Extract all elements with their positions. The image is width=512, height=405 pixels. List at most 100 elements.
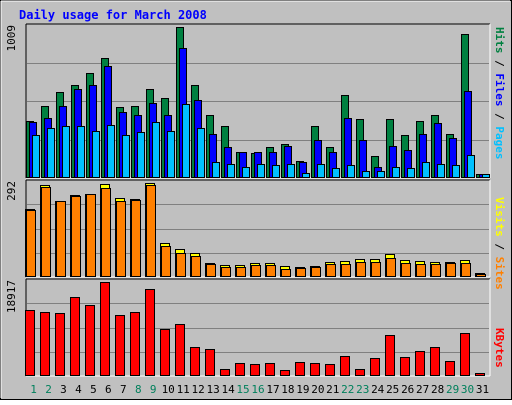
x-tick-label: 14 [221, 383, 235, 396]
bar-kbytes-day-28 [430, 347, 440, 376]
bar-pages-day-30 [467, 155, 475, 178]
bar-kbytes-day-29 [445, 361, 455, 376]
legend-item-kbytes: KBytes [493, 328, 506, 368]
bar-kbytes-day-11 [175, 324, 185, 376]
bar-pages-day-23 [362, 171, 370, 178]
x-tick-label: 27 [416, 383, 429, 396]
bar-pages-day-5 [92, 131, 100, 178]
bar-sites-day-29 [446, 263, 456, 277]
legend: Visits / Sites [493, 197, 506, 290]
x-tick-label: 26 [401, 383, 414, 396]
x-tick-label: 31 [476, 383, 489, 396]
x-tick-label: 17 [266, 383, 279, 396]
x-tick-label: 9 [150, 383, 157, 396]
bar-sites-day-3 [56, 201, 66, 277]
x-tick-label: 10 [162, 383, 175, 396]
bar-kbytes-day-30 [460, 333, 470, 376]
bar-kbytes-day-22 [340, 356, 350, 376]
bar-sites-day-26 [401, 263, 411, 277]
bar-pages-day-18 [287, 164, 295, 178]
bar-pages-day-22 [347, 165, 355, 178]
bar-pages-day-12 [197, 128, 205, 178]
x-tick-label: 11 [177, 383, 190, 396]
bar-pages-day-25 [392, 167, 400, 178]
x-tick-label: 13 [206, 383, 219, 396]
bar-kbytes-day-6 [100, 282, 110, 376]
bar-pages-day-21 [332, 168, 340, 178]
panel-visits-sites: 292 [5, 179, 491, 278]
bar-kbytes-day-3 [55, 313, 65, 376]
x-tick-label: 15 [236, 383, 249, 396]
y-max-label: 18917 [5, 280, 18, 313]
bar-kbytes-day-26 [400, 357, 410, 376]
bar-kbytes-day-23 [355, 369, 365, 376]
bar-pages-day-29 [452, 165, 460, 178]
bar-sites-day-6 [101, 188, 111, 277]
chart-title: Daily usage for March 2008 [19, 8, 207, 22]
bar-sites-day-21 [326, 264, 336, 277]
bar-pages-day-20 [317, 164, 325, 178]
bar-pages-day-13 [212, 162, 220, 178]
y-max-label: 292 [5, 181, 18, 201]
x-tick-label: 7 [120, 383, 127, 396]
bar-kbytes-day-17 [265, 363, 275, 376]
bar-pages-day-14 [227, 164, 235, 178]
bar-kbytes-day-18 [280, 370, 290, 376]
bar-kbytes-day-9 [145, 289, 155, 376]
bar-sites-day-16 [251, 265, 261, 277]
x-tick-label: 3 [60, 383, 67, 396]
bar-sites-day-8 [131, 200, 141, 277]
x-tick-label: 5 [90, 383, 97, 396]
legends: Hits / Files / Pages Visits / Sites KBytes [493, 27, 506, 368]
bar-pages-day-2 [47, 128, 55, 178]
bar-sites-day-11 [176, 253, 186, 277]
bar-kbytes-day-7 [115, 315, 125, 376]
bar-pages-day-3 [62, 126, 70, 178]
x-tick-label: 23 [356, 383, 369, 396]
bar-pages-day-11 [182, 104, 190, 178]
x-tick-label: 21 [326, 383, 339, 396]
bar-kbytes-day-16 [250, 364, 260, 376]
bar-sites-day-5 [86, 194, 96, 277]
x-tick-label: 30 [461, 383, 474, 396]
bar-sites-day-10 [161, 246, 171, 277]
bar-sites-day-4 [71, 196, 81, 277]
bar-sites-day-31 [476, 274, 486, 277]
bar-sites-day-1 [26, 210, 36, 277]
x-tick-label: 22 [341, 383, 354, 396]
bar-kbytes-day-1 [25, 310, 35, 376]
bar-kbytes-day-24 [370, 358, 380, 376]
bar-kbytes-day-8 [130, 312, 140, 376]
bar-kbytes-day-14 [220, 369, 230, 376]
bar-sites-day-28 [431, 264, 441, 277]
bar-sites-day-19 [296, 268, 306, 277]
x-tick-label: 4 [75, 383, 82, 396]
bar-pages-day-19 [302, 173, 310, 178]
bar-pages-day-6 [107, 125, 115, 178]
bar-kbytes-day-21 [325, 364, 335, 376]
bar-kbytes-day-15 [235, 363, 245, 376]
bar-pages-day-26 [407, 168, 415, 178]
bar-sites-day-23 [356, 262, 366, 277]
bar-sites-day-22 [341, 264, 351, 277]
bar-pages-day-31 [482, 174, 490, 178]
bar-kbytes-day-10 [160, 329, 170, 376]
legend-item-visits: Visits [493, 197, 506, 237]
bar-pages-day-27 [422, 162, 430, 178]
bar-sites-day-13 [206, 264, 216, 277]
legend-item-hits: Hits [493, 27, 506, 54]
x-tick-label: 25 [386, 383, 399, 396]
x-tick-label: 16 [251, 383, 264, 396]
bar-pages-day-4 [77, 126, 85, 178]
bar-sites-day-12 [191, 256, 201, 277]
legend-separator: / [493, 107, 506, 127]
legend: Hits / Files / Pages [493, 27, 506, 160]
bar-pages-day-9 [152, 122, 160, 178]
bar-kbytes-day-5 [85, 305, 95, 376]
legend-separator: / [493, 54, 506, 74]
bar-kbytes-day-13 [205, 349, 215, 376]
bar-kbytes-day-2 [40, 312, 50, 376]
legend-item-pages: Pages [493, 126, 506, 159]
bar-kbytes-day-20 [310, 363, 320, 376]
